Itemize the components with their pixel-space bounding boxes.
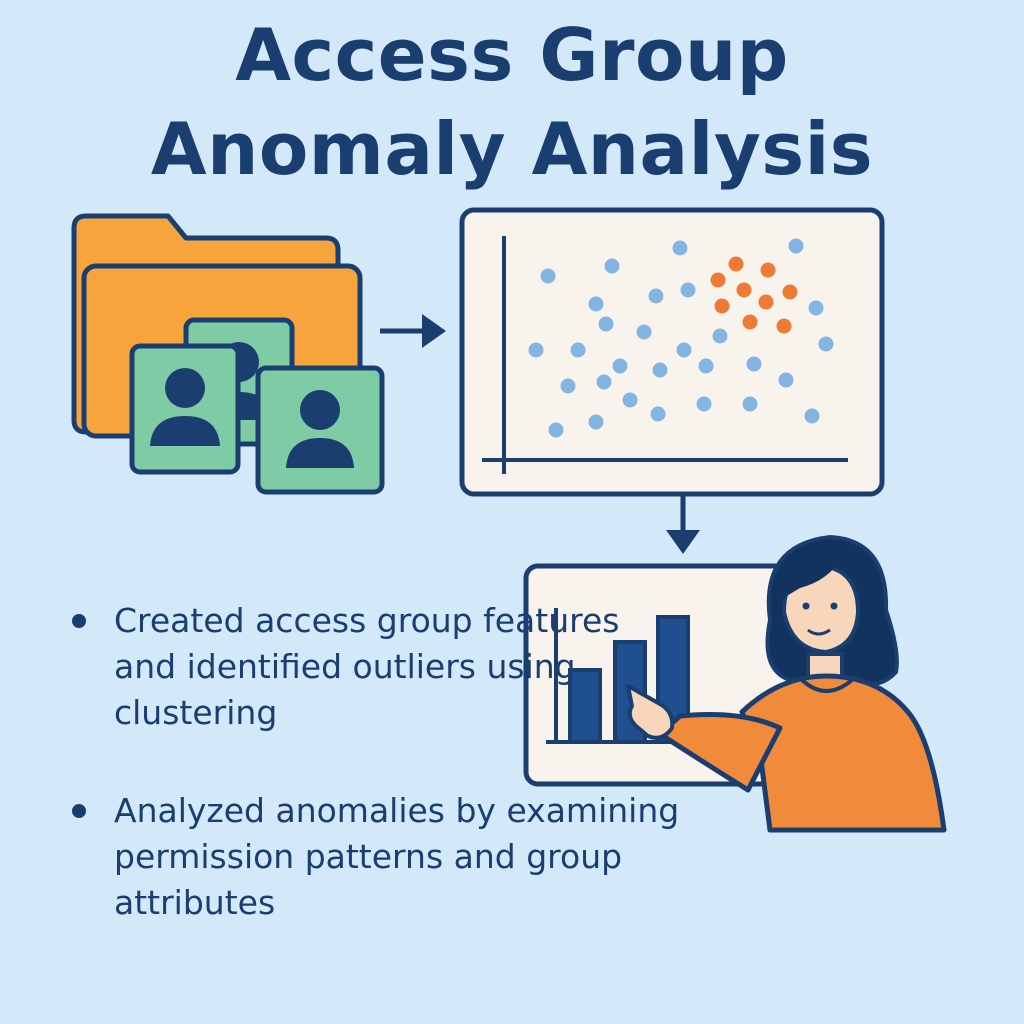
bullet-item: Created access group features and identi… [70, 598, 690, 736]
anomaly-point [782, 284, 798, 300]
anomaly-point [776, 318, 792, 334]
bullet-dot-icon [72, 614, 86, 628]
scatter-point [548, 422, 564, 438]
scatter-point [652, 362, 668, 378]
bullet-dot-icon [72, 804, 86, 818]
scatter-point [804, 408, 820, 424]
scatter-point [570, 342, 586, 358]
page-title: Access Group Anomaly Analysis [0, 8, 1024, 196]
scatter-point [676, 342, 692, 358]
scatter-point [596, 374, 612, 390]
scatter-point [648, 288, 664, 304]
scatter-point [636, 324, 652, 340]
scatter-point [778, 372, 794, 388]
scatter-point [622, 392, 638, 408]
user-card-icon [129, 343, 241, 475]
anomaly-point [736, 282, 752, 298]
scatter-point [818, 336, 834, 352]
scatter-point [612, 358, 628, 374]
anomaly-point [714, 298, 730, 314]
arrow-down-icon [666, 496, 700, 554]
bullet-item: Analyzed anomalies by examining permissi… [70, 788, 690, 926]
anomaly-point [728, 256, 744, 272]
anomaly-point [760, 262, 776, 278]
bullet-text: Analyzed anomalies by examining permissi… [114, 791, 680, 922]
scatter-point [680, 282, 696, 298]
scatter-point [588, 414, 604, 430]
bar [568, 668, 602, 744]
scatter-point [788, 238, 804, 254]
anomaly-point [758, 294, 774, 310]
scatter-point [808, 300, 824, 316]
scatter-point [650, 406, 666, 422]
scatter-point [588, 296, 604, 312]
title-line-1: Access Group [235, 13, 789, 97]
person-presenting-illustration [626, 534, 947, 833]
anomaly-point [742, 314, 758, 330]
scatter-point [604, 258, 620, 274]
scatter-point [698, 358, 714, 374]
anomaly-point [710, 272, 726, 288]
bullet-list: Created access group features and identi… [70, 598, 690, 978]
scatter-plot-panel [459, 207, 885, 497]
scatter-point [672, 240, 688, 256]
scatter-point [560, 378, 576, 394]
scatter-point [696, 396, 712, 412]
scatter-point [598, 316, 614, 332]
scatter-point [528, 342, 544, 358]
scatter-point [540, 268, 556, 284]
bullet-text: Created access group features and identi… [114, 601, 620, 732]
scatter-point [746, 356, 762, 372]
title-line-2: Anomaly Analysis [150, 107, 874, 191]
scatter-point [742, 396, 758, 412]
scatter-point [712, 328, 728, 344]
user-card-icon [255, 365, 385, 495]
arrow-right-icon [380, 314, 446, 348]
